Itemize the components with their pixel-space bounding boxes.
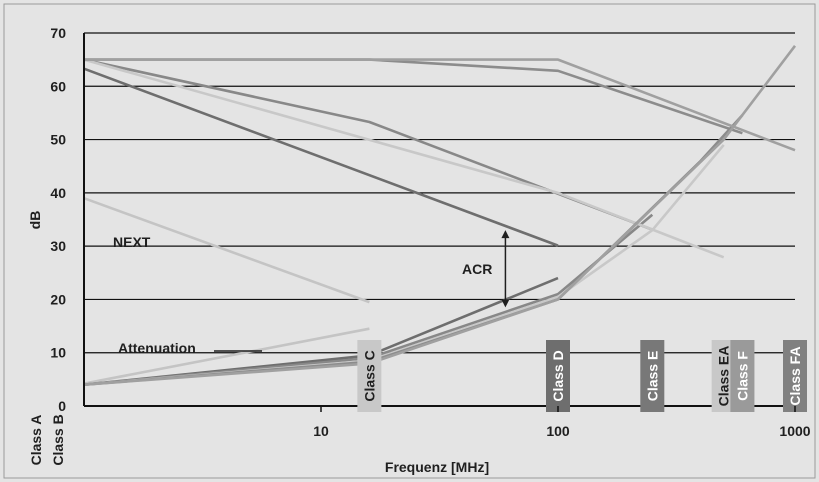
class-marker-label: Class FA <box>787 346 803 405</box>
annotations: Class A Class B NEXT Attenuation ACR <box>28 230 510 466</box>
class-marker-label: Class F <box>734 351 750 401</box>
x-tick-label-10: 10 <box>313 423 329 439</box>
x-axis-title: Frequenz [MHz] <box>385 459 489 475</box>
y-axis-title: dB <box>27 211 43 230</box>
annotation-acr: ACR <box>462 261 492 277</box>
class-marker-label: Class C <box>361 350 377 401</box>
y-tick-label-70: 70 <box>50 25 66 41</box>
class-marker-label: Class D <box>550 350 566 401</box>
class-marker-class-fa: Class FA <box>783 340 807 412</box>
class-marker-box <box>783 340 807 412</box>
class-marker-label: Class E <box>644 351 660 402</box>
class-marker-box <box>357 340 382 412</box>
annotation-next: NEXT <box>113 234 151 250</box>
x-tick-label-1000: 1000 <box>779 423 810 439</box>
class-marker-class-d: Class D <box>546 340 570 412</box>
y-tick-label-40: 40 <box>50 185 66 201</box>
class-markers: Class C Class D Class E Class EA Class F Clas… <box>357 340 807 412</box>
class-marker-class-c: Class C <box>357 340 382 412</box>
class-marker-box <box>546 340 570 412</box>
y-tick-label-50: 50 <box>50 132 66 148</box>
axes: 0 10 20 30 40 50 60 70 10 100 1000 Frequenz [MHz] dB <box>27 25 811 475</box>
series-line-class-ea-next <box>83 58 725 259</box>
class-label-class-a: Class A <box>28 415 44 466</box>
outer-frame <box>3 3 816 479</box>
y-tick-label-60: 60 <box>50 78 66 94</box>
class-marker-box <box>730 340 755 412</box>
grid <box>84 32 795 407</box>
series-line-class-fa-attenuation <box>83 45 797 386</box>
class-label-class-b: Class B <box>50 414 66 465</box>
acr-arrow-head-bottom <box>501 299 510 308</box>
series-line-class-c-next <box>83 196 370 304</box>
class-marker-box <box>640 340 665 412</box>
x-tick-label-100: 100 <box>546 423 570 439</box>
annotation-attenuation: Attenuation <box>118 340 196 356</box>
y-tick-label-30: 30 <box>50 238 66 254</box>
series-line-class-fa-next <box>84 58 796 152</box>
acr-arrow-head-top <box>501 230 510 239</box>
series-line-class-c-attenuation <box>83 327 370 385</box>
series-line-class-d-next <box>83 67 559 247</box>
y-tick-label-0: 0 <box>58 398 66 414</box>
y-tick-label-10: 10 <box>50 345 66 361</box>
class-marker-label: Class EA <box>716 346 732 407</box>
y-tick-label-20: 20 <box>50 291 66 307</box>
class-marker-class-e: Class E <box>640 340 665 412</box>
series-lines <box>83 45 797 386</box>
class-marker-class-f: Class F <box>730 340 755 412</box>
